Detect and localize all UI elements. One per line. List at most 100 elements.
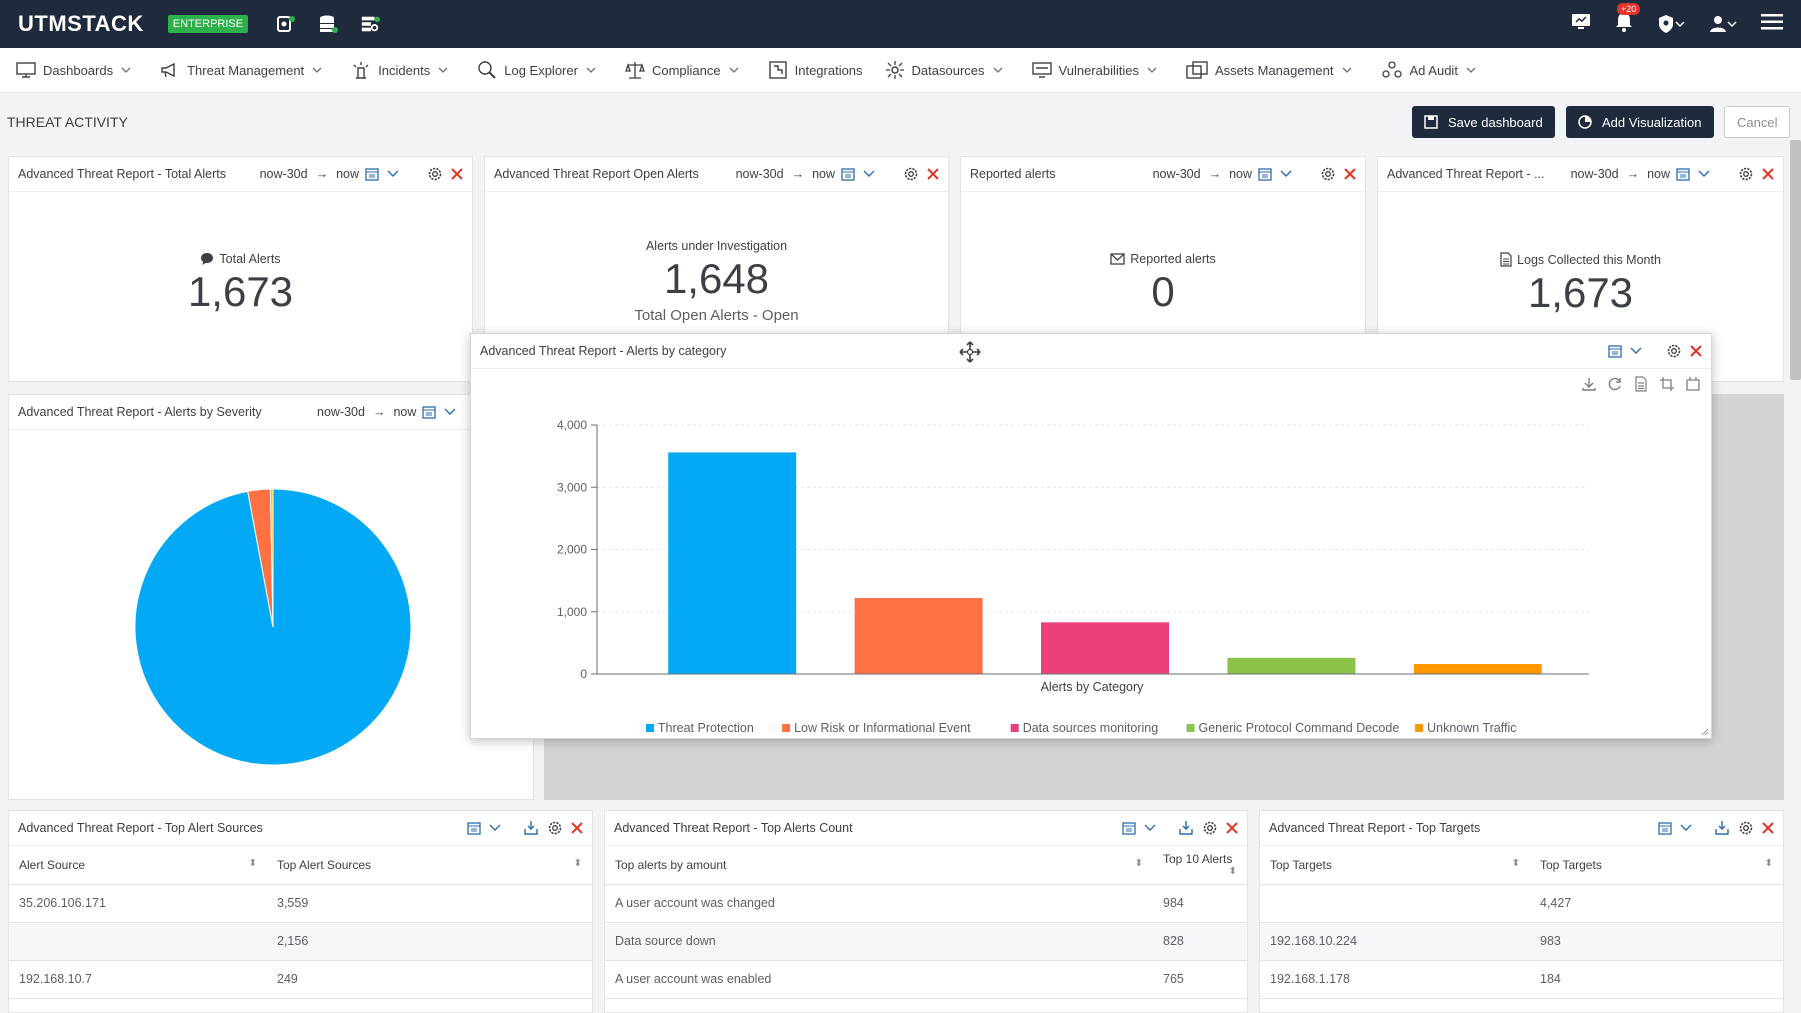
export-icon[interactable] xyxy=(1714,820,1730,836)
refresh-icon[interactable] xyxy=(1607,376,1623,392)
calendar-icon[interactable] xyxy=(1608,344,1622,358)
app-logo[interactable]: UTMSTACK xyxy=(18,11,144,36)
calendar-icon[interactable] xyxy=(1258,167,1272,181)
gear-icon[interactable] xyxy=(903,166,919,182)
close-icon[interactable] xyxy=(1762,822,1774,834)
bell-icon[interactable]: +20 xyxy=(1615,3,1641,36)
table-row[interactable]: 2,156 xyxy=(9,922,592,961)
close-icon[interactable] xyxy=(1762,168,1774,180)
gear-icon[interactable] xyxy=(427,166,443,182)
menu-log-explorer[interactable]: Log Explorer xyxy=(477,60,603,80)
chevron-down-icon[interactable] xyxy=(444,408,456,416)
time-range[interactable]: now-30d → now xyxy=(260,167,359,181)
menu-ad-audit[interactable]: Ad Audit xyxy=(1381,60,1483,80)
gear-icon[interactable] xyxy=(547,820,563,836)
time-range[interactable]: now-30d → now xyxy=(1571,167,1670,181)
chevron-down-icon[interactable] xyxy=(1144,824,1156,832)
agent-icon[interactable] xyxy=(276,14,296,34)
gear-icon[interactable] xyxy=(1320,166,1336,182)
table-row[interactable]: A user account was changed 984 xyxy=(605,884,1247,923)
column-header[interactable]: Top 10 Alerts ⬍ xyxy=(1153,846,1247,885)
sort-icon[interactable]: ⬍ xyxy=(248,857,257,869)
chevron-down-icon[interactable] xyxy=(387,170,399,178)
gear-icon[interactable] xyxy=(1666,343,1682,359)
menu-assets-management[interactable]: Assets Management xyxy=(1186,60,1359,80)
column-header[interactable]: Top Targets ⬍ xyxy=(1260,846,1530,885)
time-range[interactable]: now-30d → now xyxy=(736,167,835,181)
bar-0[interactable] xyxy=(668,452,797,674)
gear-icon[interactable] xyxy=(1738,820,1754,836)
calendar-icon[interactable] xyxy=(1122,821,1136,835)
resize-handle-icon[interactable] xyxy=(1701,728,1709,736)
menu-incidents[interactable]: Incidents xyxy=(351,60,455,80)
time-range[interactable]: now-30d → now xyxy=(1153,167,1252,181)
sort-icon[interactable]: ⬍ xyxy=(1228,866,1237,878)
export-icon[interactable] xyxy=(1178,820,1194,836)
chevron-down-icon[interactable] xyxy=(489,824,501,832)
download-icon[interactable] xyxy=(1581,376,1597,392)
bar-1[interactable] xyxy=(854,598,983,674)
save-dashboard-button[interactable]: Save dashboard xyxy=(1412,106,1555,138)
chevron-down-icon[interactable] xyxy=(1630,347,1642,355)
gear-icon[interactable] xyxy=(1202,820,1218,836)
chevron-down-icon[interactable] xyxy=(1280,170,1292,178)
bar-2[interactable] xyxy=(1041,622,1169,674)
calendar-icon[interactable] xyxy=(841,167,855,181)
legend-label[interactable]: Data sources monitoring xyxy=(1023,721,1159,735)
legend-label[interactable]: Threat Protection xyxy=(658,721,754,735)
sort-icon[interactable]: ⬍ xyxy=(1511,857,1520,869)
bar-4[interactable] xyxy=(1413,664,1542,674)
column-header[interactable]: Top alerts by amount ⬍ xyxy=(605,846,1153,885)
close-icon[interactable] xyxy=(571,822,583,834)
close-icon[interactable] xyxy=(1344,168,1356,180)
table-row[interactable]: 192.168.10.7 249 xyxy=(9,960,592,999)
calendar-icon[interactable] xyxy=(422,405,437,419)
table-row[interactable]: 192.168.10.224 983 xyxy=(1260,922,1783,961)
panel-alerts-by-category[interactable]: Advanced Threat Report - Alerts by categ… xyxy=(470,333,1712,739)
menu-threat-management[interactable]: Threat Management xyxy=(160,61,329,79)
sort-icon[interactable]: ⬍ xyxy=(1764,857,1773,869)
sort-icon[interactable]: ⬍ xyxy=(573,857,582,869)
gear-icon[interactable] xyxy=(1738,166,1754,182)
close-icon[interactable] xyxy=(451,168,463,180)
calendar-icon[interactable] xyxy=(1658,821,1672,835)
pie-slice-high[interactable] xyxy=(269,488,274,628)
column-header[interactable]: Top Targets ⬍ xyxy=(1530,846,1783,885)
legend-label[interactable]: Low Risk or Informational Event xyxy=(794,721,971,735)
add-visualization-button[interactable]: Add Visualization xyxy=(1566,106,1714,138)
monitor-alert-icon[interactable] xyxy=(1571,13,1591,35)
bar-3[interactable] xyxy=(1227,657,1356,674)
close-icon[interactable] xyxy=(1690,345,1702,357)
time-range[interactable]: now-30d → now xyxy=(317,405,416,419)
calendar-icon[interactable] xyxy=(1676,167,1690,181)
table-row[interactable]: 35.206.106.171 3,559 xyxy=(9,884,592,923)
user-menu[interactable] xyxy=(1709,15,1737,33)
menu-compliance[interactable]: Compliance xyxy=(625,60,746,80)
shield-menu[interactable] xyxy=(1657,14,1685,34)
server-search-icon[interactable] xyxy=(360,14,381,34)
close-icon[interactable] xyxy=(927,168,939,180)
table-row[interactable]: 4,427 xyxy=(1260,884,1783,923)
export-icon[interactable] xyxy=(523,820,539,836)
column-header[interactable]: Top Alert Sources ⬍ xyxy=(267,846,592,885)
cancel-button[interactable]: Cancel xyxy=(1724,106,1791,138)
menu-dashboards[interactable]: Dashboards xyxy=(16,61,138,79)
database-icon[interactable] xyxy=(318,14,339,34)
legend-label[interactable]: Unknown Traffic xyxy=(1427,721,1516,735)
zoom-reset-icon[interactable] xyxy=(1685,376,1701,392)
calendar-icon[interactable] xyxy=(365,167,379,181)
table-row[interactable]: 192.168.1.178 184 xyxy=(1260,960,1783,999)
chevron-down-icon[interactable] xyxy=(1680,824,1692,832)
legend-label[interactable]: Generic Protocol Command Decode xyxy=(1199,721,1400,735)
sort-icon[interactable]: ⬍ xyxy=(1134,857,1143,869)
column-header[interactable]: Alert Source ⬍ xyxy=(9,846,267,885)
zoom-icon[interactable] xyxy=(1659,376,1675,392)
menu-datasources[interactable]: Datasources xyxy=(885,60,1010,80)
menu-vulnerabilities[interactable]: Vulnerabilities xyxy=(1031,60,1164,80)
page-scrollbar[interactable] xyxy=(1790,140,1801,380)
chevron-down-icon[interactable] xyxy=(863,170,875,178)
hamburger-menu-icon[interactable] xyxy=(1761,13,1783,35)
close-icon[interactable] xyxy=(1226,822,1238,834)
table-row[interactable]: Data source down 828 xyxy=(605,922,1247,961)
calendar-icon[interactable] xyxy=(467,821,481,835)
